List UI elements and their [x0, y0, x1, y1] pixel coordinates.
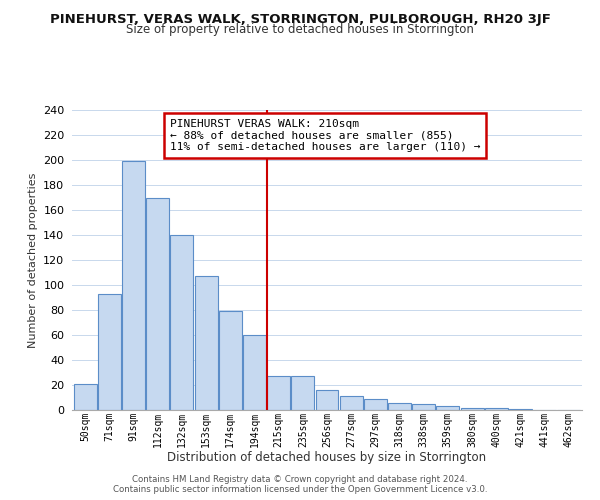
Text: PINEHURST, VERAS WALK, STORRINGTON, PULBOROUGH, RH20 3JF: PINEHURST, VERAS WALK, STORRINGTON, PULB…	[50, 12, 550, 26]
Bar	[194, 276, 218, 410]
Bar	[436, 406, 460, 410]
Bar	[292, 376, 314, 410]
Bar	[364, 399, 387, 410]
Bar	[316, 390, 338, 410]
Text: Distribution of detached houses by size in Storrington: Distribution of detached houses by size …	[167, 451, 487, 464]
Text: Contains public sector information licensed under the Open Government Licence v3: Contains public sector information licen…	[113, 484, 487, 494]
Bar	[98, 294, 121, 410]
Bar	[122, 161, 145, 410]
Bar	[412, 404, 435, 410]
Bar	[219, 311, 242, 410]
Bar	[509, 409, 532, 410]
Bar	[243, 335, 266, 410]
Bar	[340, 396, 362, 410]
Bar	[267, 376, 290, 410]
Text: Size of property relative to detached houses in Storrington: Size of property relative to detached ho…	[126, 22, 474, 36]
Y-axis label: Number of detached properties: Number of detached properties	[28, 172, 38, 348]
Bar	[74, 384, 97, 410]
Text: PINEHURST VERAS WALK: 210sqm
← 88% of detached houses are smaller (855)
11% of s: PINEHURST VERAS WALK: 210sqm ← 88% of de…	[170, 118, 481, 152]
Bar	[461, 408, 484, 410]
Bar	[170, 235, 193, 410]
Bar	[146, 198, 169, 410]
Bar	[485, 408, 508, 410]
Text: Contains HM Land Registry data © Crown copyright and database right 2024.: Contains HM Land Registry data © Crown c…	[132, 474, 468, 484]
Bar	[388, 402, 411, 410]
